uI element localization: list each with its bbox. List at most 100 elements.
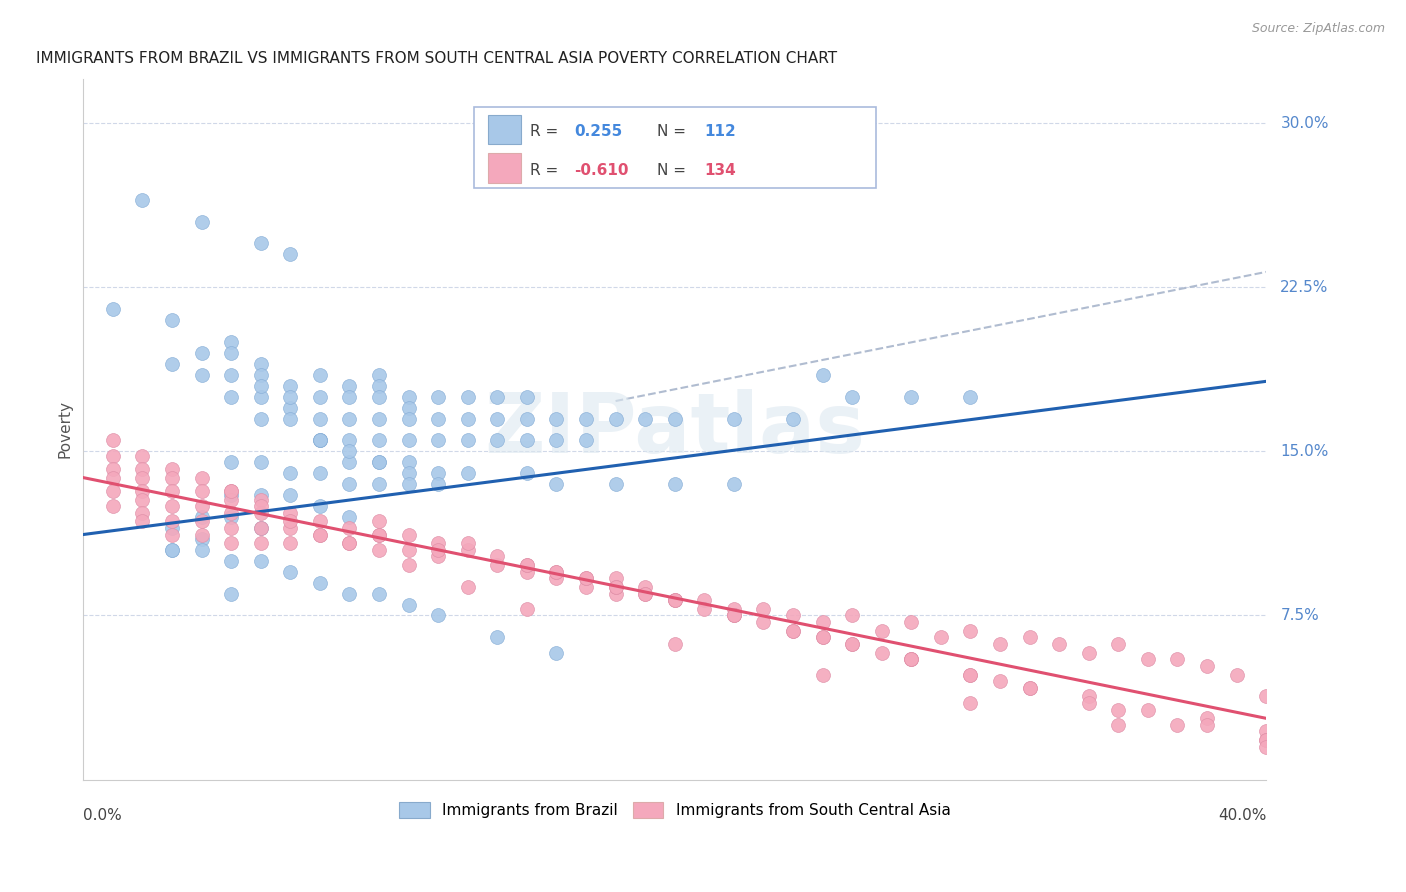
Point [249, 488, 271, 502]
Point [546, 565, 568, 579]
Point [308, 527, 330, 541]
Point [339, 536, 361, 550]
Point [634, 411, 657, 425]
Point [723, 608, 745, 623]
Legend: Immigrants from Brazil, Immigrants from South Central Asia: Immigrants from Brazil, Immigrants from … [392, 797, 956, 824]
Point [457, 411, 479, 425]
Point [398, 598, 420, 612]
Text: R =: R = [530, 162, 558, 178]
Point [339, 390, 361, 404]
Point [278, 536, 301, 550]
Point [1136, 702, 1159, 716]
Point [398, 455, 420, 469]
Point [190, 346, 212, 360]
Point [368, 390, 391, 404]
Point [457, 390, 479, 404]
Point [634, 586, 657, 600]
Point [368, 586, 391, 600]
Point [605, 411, 627, 425]
Point [1018, 681, 1040, 695]
Point [219, 483, 242, 498]
Text: IMMIGRANTS FROM BRAZIL VS IMMIGRANTS FROM SOUTH CENTRAL ASIA POVERTY CORRELATION: IMMIGRANTS FROM BRAZIL VS IMMIGRANTS FRO… [37, 51, 837, 66]
Point [190, 470, 212, 484]
Point [1226, 667, 1249, 681]
Point [249, 521, 271, 535]
Y-axis label: Poverty: Poverty [58, 401, 72, 458]
Point [575, 411, 598, 425]
Text: N =: N = [657, 162, 686, 178]
Point [900, 390, 922, 404]
Point [249, 357, 271, 371]
Point [782, 624, 804, 638]
Text: ZIPatlas: ZIPatlas [484, 389, 865, 470]
Point [811, 631, 834, 645]
Point [101, 483, 124, 498]
FancyBboxPatch shape [488, 115, 522, 145]
Point [249, 368, 271, 382]
Text: 134: 134 [704, 162, 737, 178]
Point [870, 646, 893, 660]
Point [368, 527, 391, 541]
Point [1195, 658, 1218, 673]
Point [101, 499, 124, 513]
Point [516, 558, 538, 573]
Point [368, 455, 391, 469]
Point [249, 236, 271, 251]
Point [278, 506, 301, 520]
Point [160, 483, 183, 498]
Point [339, 521, 361, 535]
Point [368, 455, 391, 469]
Point [457, 542, 479, 557]
Point [190, 515, 212, 529]
Point [900, 652, 922, 666]
Point [486, 558, 509, 573]
Point [575, 580, 598, 594]
Text: 40.0%: 40.0% [1218, 807, 1267, 822]
Point [339, 510, 361, 524]
Point [278, 521, 301, 535]
Point [249, 411, 271, 425]
Point [782, 624, 804, 638]
Point [988, 637, 1011, 651]
Point [1195, 718, 1218, 732]
Point [427, 477, 450, 491]
Point [101, 462, 124, 476]
Point [1077, 690, 1099, 704]
Point [278, 515, 301, 529]
Point [959, 696, 981, 710]
Point [1047, 637, 1070, 651]
Point [546, 646, 568, 660]
FancyBboxPatch shape [474, 107, 876, 188]
Point [516, 390, 538, 404]
Point [811, 667, 834, 681]
Point [546, 565, 568, 579]
Point [664, 411, 686, 425]
Point [249, 521, 271, 535]
Point [219, 368, 242, 382]
Point [278, 378, 301, 392]
Point [308, 515, 330, 529]
Text: N =: N = [657, 124, 686, 139]
Point [308, 434, 330, 448]
Point [160, 521, 183, 535]
Point [486, 631, 509, 645]
Point [516, 467, 538, 481]
Point [339, 536, 361, 550]
Point [546, 571, 568, 585]
Point [841, 637, 863, 651]
Point [249, 506, 271, 520]
Point [308, 434, 330, 448]
Point [160, 313, 183, 327]
Point [368, 434, 391, 448]
Point [160, 527, 183, 541]
Point [339, 434, 361, 448]
Point [398, 390, 420, 404]
Point [693, 602, 716, 616]
Point [190, 214, 212, 228]
Point [219, 483, 242, 498]
Text: 15.0%: 15.0% [1281, 444, 1329, 458]
Point [160, 515, 183, 529]
Point [1107, 637, 1129, 651]
Point [278, 565, 301, 579]
Point [1256, 724, 1278, 739]
